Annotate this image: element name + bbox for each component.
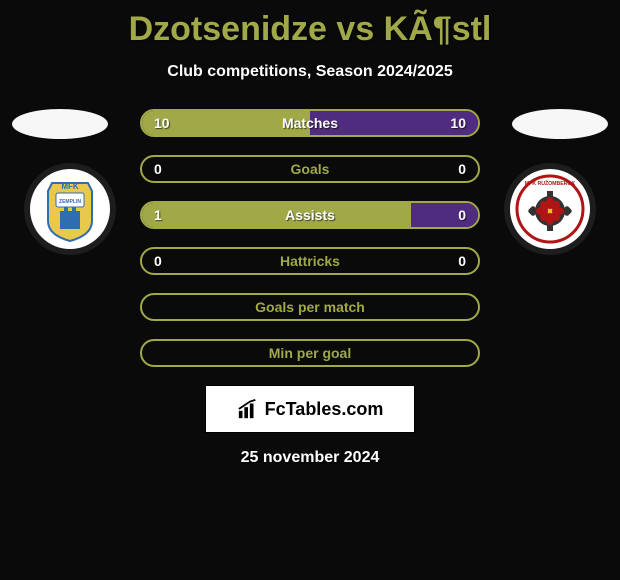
stat-bar: Goals per match (140, 293, 480, 321)
team-right-crest: MFK RUŽOMBEROK (510, 169, 590, 249)
team-left-crest: MFK ZEMPLIN (30, 169, 110, 249)
stat-value-right: 10 (450, 115, 466, 131)
stat-value-left: 10 (154, 115, 170, 131)
stat-bar: 0 0 Goals (140, 155, 480, 183)
svg-text:ZEMPLIN: ZEMPLIN (59, 199, 81, 205)
stat-label: Assists (285, 207, 335, 223)
stat-value-left: 0 (154, 253, 162, 269)
stat-bar: 10 10 Matches (140, 109, 480, 137)
stat-fill-right (411, 203, 478, 227)
stat-bar: Min per goal (140, 339, 480, 367)
stat-label: Hattricks (280, 253, 340, 269)
date-label: 25 november 2024 (0, 449, 620, 467)
stat-value-right: 0 (458, 161, 466, 177)
brand-text: FcTables.com (265, 399, 384, 420)
stat-value-right: 0 (458, 253, 466, 269)
comparison-area: MFK ZEMPLIN MFK RUŽOMBEROK (0, 109, 620, 367)
stat-label: Min per goal (269, 345, 351, 361)
stat-label: Matches (282, 115, 338, 131)
stat-fill-left (142, 203, 411, 227)
svg-text:MFK: MFK (61, 182, 79, 191)
brand-badge[interactable]: FcTables.com (205, 385, 415, 433)
stat-bars: 1010Matches00Goals10Assists00HattricksGo… (140, 109, 480, 367)
stat-value-left: 0 (154, 161, 162, 177)
brand-chart-icon (237, 398, 259, 420)
stat-label: Goals (291, 161, 330, 177)
stat-bar: 1 0 Assists (140, 201, 480, 229)
stat-label: Goals per match (255, 299, 365, 315)
svg-text:MFK RUŽOMBEROK: MFK RUŽOMBEROK (525, 179, 576, 187)
page-title: Dzotsenidze vs KÃ¶stl (0, 0, 620, 49)
page-subtitle: Club competitions, Season 2024/2025 (0, 63, 620, 81)
stat-bar: 0 0 Hattricks (140, 247, 480, 275)
stat-value-left: 1 (154, 207, 162, 223)
player-right-marker (512, 109, 608, 139)
stat-value-right: 0 (458, 207, 466, 223)
player-left-marker (12, 109, 108, 139)
